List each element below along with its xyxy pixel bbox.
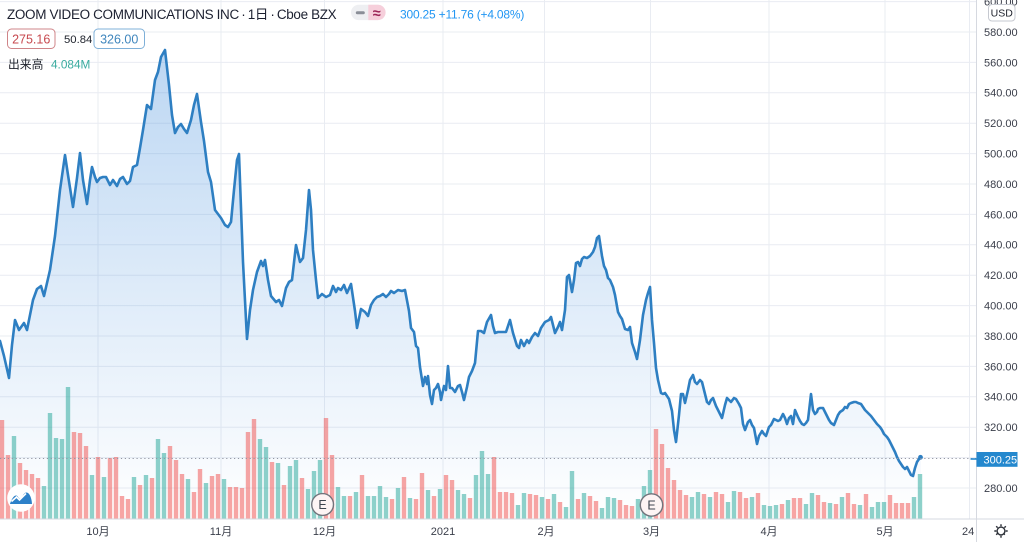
svg-text:11月: 11月 — [210, 526, 232, 538]
svg-text:5月: 5月 — [876, 526, 893, 538]
svg-text:≈: ≈ — [373, 6, 381, 22]
svg-text:E: E — [647, 499, 655, 513]
svg-text:520.00: 520.00 — [984, 118, 1018, 130]
svg-text:326.00: 326.00 — [100, 32, 138, 46]
svg-text:4.084M: 4.084M — [51, 57, 90, 71]
svg-text:24: 24 — [962, 526, 974, 538]
svg-text:420.00: 420.00 — [984, 270, 1018, 282]
svg-text:440.00: 440.00 — [984, 240, 1018, 252]
svg-text:280.00: 280.00 — [984, 483, 1018, 495]
svg-text:500.00: 500.00 — [984, 149, 1018, 161]
svg-text:2021: 2021 — [431, 526, 455, 538]
svg-text:12月: 12月 — [313, 526, 336, 538]
svg-text:2月: 2月 — [537, 526, 554, 538]
svg-text:275.16: 275.16 — [12, 32, 50, 46]
svg-text:ZOOM VIDEO COMMUNICATIONS INC: ZOOM VIDEO COMMUNICATIONS INC · 1日 · Cbo… — [7, 7, 337, 22]
svg-text:3月: 3月 — [643, 526, 660, 538]
svg-text:USD: USD — [991, 7, 1014, 19]
svg-text:300.25 +11.76 (+4.08%): 300.25 +11.76 (+4.08%) — [400, 8, 524, 22]
svg-text:480.00: 480.00 — [984, 179, 1018, 191]
svg-text:340.00: 340.00 — [984, 392, 1018, 404]
svg-text:360.00: 360.00 — [984, 361, 1018, 373]
svg-text:50.84: 50.84 — [64, 34, 92, 46]
svg-text:4月: 4月 — [760, 526, 777, 538]
svg-text:300.25: 300.25 — [984, 454, 1018, 466]
svg-text:580.00: 580.00 — [984, 27, 1018, 39]
svg-text:E: E — [318, 498, 326, 512]
svg-text:400.00: 400.00 — [984, 301, 1018, 313]
svg-text:320.00: 320.00 — [984, 422, 1018, 434]
svg-text:460.00: 460.00 — [984, 209, 1018, 221]
svg-text:10月: 10月 — [86, 526, 109, 538]
svg-text:540.00: 540.00 — [984, 88, 1018, 100]
svg-text:380.00: 380.00 — [984, 331, 1018, 343]
svg-text:560.00: 560.00 — [984, 57, 1018, 69]
svg-text:出来高: 出来高 — [8, 57, 44, 71]
